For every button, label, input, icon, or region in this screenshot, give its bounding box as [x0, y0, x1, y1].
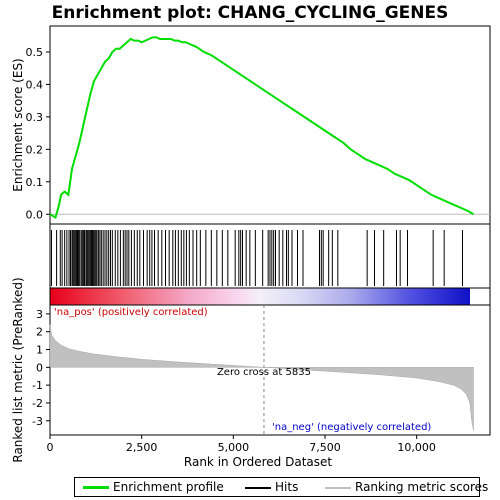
hits-markers [50, 230, 463, 286]
metric-xtick-label: 2,500 [126, 441, 158, 454]
metric-xtick-label: 0 [47, 441, 54, 454]
zero-cross-label: Zero cross at 5835 [217, 367, 311, 378]
metric-xtick-label: 7,500 [309, 441, 341, 454]
hits-swatch-icon [245, 486, 271, 489]
metric-ytick-label: -3 [32, 415, 43, 428]
ranking-metric-area [49, 324, 474, 431]
es-panel-frame [49, 25, 491, 225]
es-ytick-label: 0.1 [26, 176, 44, 189]
legend-item-hits: Hits [245, 480, 298, 494]
metric-y-axis: 3 2 1 0 -1 -2 -3 [32, 308, 50, 428]
es-ytick-label: 0.3 [26, 111, 44, 124]
legend-item-metric: Ranking metric scores [325, 480, 488, 494]
metric-xtick-label: 5,000 [218, 441, 250, 454]
legend-label-hits: Hits [275, 480, 299, 494]
rank-color-bar [50, 288, 470, 305]
es-ytick-label: 0.5 [26, 46, 44, 59]
legend-label-metric: Ranking metric scores [355, 480, 489, 494]
neg-correlated-label: 'na_neg' (negatively correlated) [272, 422, 431, 433]
metric-ytick-label: 3 [36, 308, 43, 321]
legend-item-enrichment: Enrichment profile [83, 480, 224, 494]
legend: Enrichment profile Hits Ranking metric s… [74, 477, 488, 497]
es-y-axis: 0.0 0.1 0.2 0.3 0.4 0.5 [26, 46, 50, 221]
pos-correlated-label: 'na_pos' (positively correlated) [54, 307, 208, 318]
legend-label-enrichment: Enrichment profile [113, 480, 224, 494]
metric-ytick-label: 1 [36, 344, 43, 357]
es-ytick-label: 0.2 [26, 143, 44, 156]
metric-ytick-label: -2 [32, 397, 43, 410]
metric-ytick-label: 0 [36, 361, 43, 374]
enrichment-profile-line [49, 36, 490, 220]
metric-y-axis-label: Ranked list metric (PreRanked) [11, 277, 25, 462]
metric-swatch-icon [325, 486, 351, 489]
metric-xtick-label: 10,000 [397, 441, 436, 454]
es-y-axis-label: Enrichment score (ES) [11, 58, 25, 191]
x-axis-label: Rank in Ordered Dataset [184, 455, 332, 469]
metric-ytick-label: 2 [36, 326, 43, 339]
metric-x-axis: 0 2,500 5,000 7,500 10,000 [47, 435, 436, 454]
enrichment-series-line [49, 36, 475, 220]
chart-title: Enrichment plot: CHANG_CYCLING_GENES [52, 3, 449, 23]
metric-ytick-label: -1 [32, 379, 43, 392]
metric-area-path [49, 324, 474, 431]
es-ytick-label: 0.0 [26, 208, 44, 221]
enrichment-swatch-icon [83, 486, 109, 489]
es-ytick-label: 0.4 [26, 78, 44, 91]
